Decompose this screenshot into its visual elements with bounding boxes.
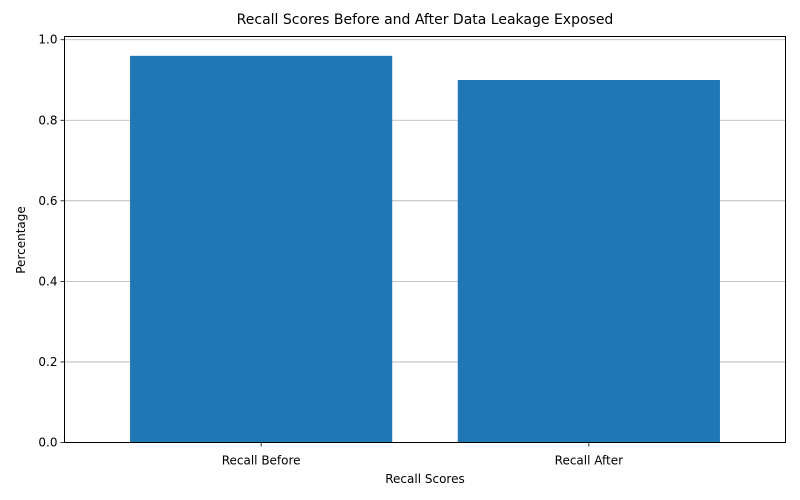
y-tick-label: 1.0 xyxy=(38,33,57,47)
y-axis-ticks: 0.0 0.2 0.4 0.6 0.8 1.0 xyxy=(38,33,65,450)
x-axis-ticks: Recall Before Recall After xyxy=(222,442,623,468)
y-tick-label: 0.4 xyxy=(38,274,57,288)
x-tick-label: Recall Before xyxy=(222,454,301,468)
x-axis-label: Recall Scores xyxy=(385,472,464,486)
y-tick-label: 0.0 xyxy=(38,436,57,450)
bars xyxy=(130,55,720,443)
bar-recall-after xyxy=(457,80,720,443)
y-axis-label: Percentage xyxy=(14,206,28,274)
plot-frame xyxy=(64,36,786,443)
x-tick-label: Recall After xyxy=(555,454,623,468)
bar-recall-before xyxy=(130,55,393,443)
chart-title: Recall Scores Before and After Data Leak… xyxy=(237,12,614,28)
y-tick-label: 0.2 xyxy=(38,355,57,369)
y-tick-label: 0.6 xyxy=(38,194,57,208)
y-tick-label: 0.8 xyxy=(38,113,57,127)
